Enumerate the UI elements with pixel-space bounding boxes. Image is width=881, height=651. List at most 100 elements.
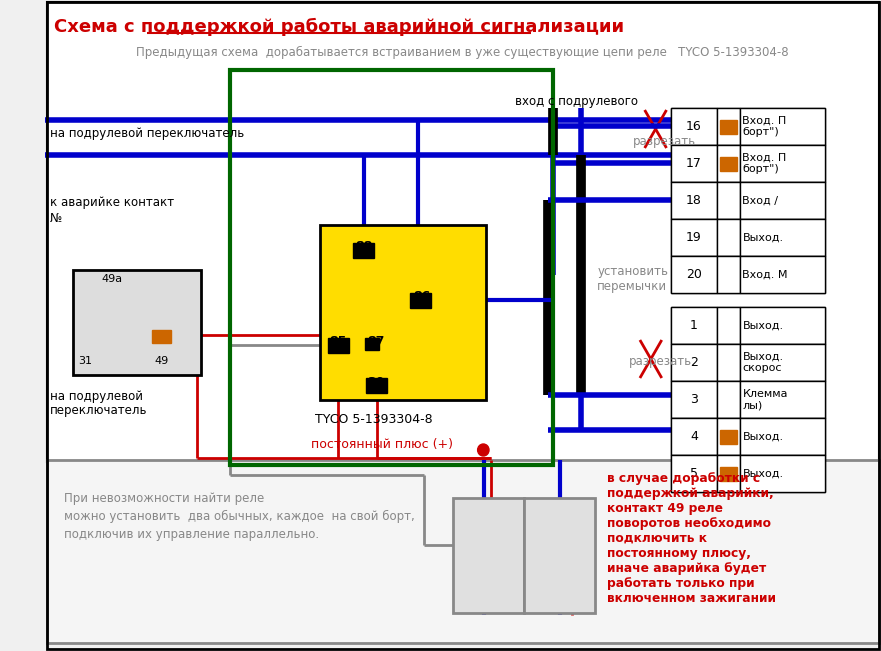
Text: 4: 4 [690, 430, 698, 443]
Text: 17: 17 [686, 157, 702, 170]
Bar [671, 219, 717, 256]
Bar [47, 2, 879, 462]
Bar [717, 307, 739, 344]
Bar [671, 381, 825, 418]
Text: постоянный плюс (+): постоянный плюс (+) [311, 438, 453, 451]
Text: можно установить  два обычных, каждое  на свой борт,: можно установить два обычных, каждое на … [63, 510, 415, 523]
Bar [671, 344, 825, 381]
Bar [320, 225, 486, 400]
Bar [366, 378, 387, 393]
Bar [671, 256, 825, 293]
Bar [671, 455, 825, 492]
Bar [717, 418, 739, 455]
Bar [720, 430, 737, 443]
Bar [717, 219, 739, 256]
Text: 49: 49 [155, 356, 169, 366]
Text: Схема с поддержкой работы аварийной сигнализации: Схема с поддержкой работы аварийной сигн… [54, 18, 624, 36]
Bar [671, 307, 825, 344]
Bar [717, 145, 739, 182]
Circle shape [478, 444, 489, 456]
Text: Вход. П
борт"): Вход. П борт") [743, 153, 787, 174]
Bar [453, 498, 524, 613]
Bar [739, 381, 825, 418]
Text: 20: 20 [686, 268, 702, 281]
Text: Клемма
лы): Клемма лы) [743, 389, 788, 410]
Bar [353, 243, 374, 258]
Text: 85: 85 [329, 335, 347, 348]
Text: 16: 16 [686, 120, 702, 133]
Bar [720, 120, 737, 133]
Bar [671, 455, 717, 492]
Text: на подрулевой переключатель: на подрулевой переключатель [49, 127, 244, 140]
Text: 31: 31 [78, 356, 92, 366]
Bar [671, 145, 825, 182]
Text: в случае доработки с
поддержкой аварийки,
контакт 49 реле
поворотов необходимо
п: в случае доработки с поддержкой аварийки… [607, 472, 775, 605]
Bar [739, 145, 825, 182]
Bar [717, 455, 739, 492]
Text: Выход.: Выход. [743, 469, 783, 478]
Bar [717, 256, 739, 293]
Bar [720, 467, 737, 480]
Bar [671, 219, 825, 256]
Text: перемычки: перемычки [597, 280, 667, 293]
Text: установить: установить [597, 265, 668, 278]
Bar [739, 344, 825, 381]
Text: Вход. П
борт"): Вход. П борт") [743, 116, 787, 137]
Text: вход с подрулевого: вход с подрулевого [515, 95, 638, 108]
Bar [717, 344, 739, 381]
Bar [47, 460, 879, 643]
Bar [73, 270, 202, 375]
Bar [230, 70, 552, 465]
Bar [328, 338, 349, 353]
Bar [717, 381, 739, 418]
Bar [739, 418, 825, 455]
Text: к аварийке контакт: к аварийке контакт [49, 196, 174, 209]
Bar [671, 344, 717, 381]
Bar [365, 338, 379, 350]
Text: Выход.: Выход. [743, 432, 783, 441]
Text: 1: 1 [690, 319, 698, 332]
Bar [671, 418, 717, 455]
Text: переключатель: переключатель [49, 404, 147, 417]
Bar [739, 256, 825, 293]
Bar [739, 307, 825, 344]
Bar [671, 256, 717, 293]
Text: разрезать: разрезать [628, 355, 692, 368]
Text: Вход. М: Вход. М [743, 270, 788, 279]
Bar [671, 307, 717, 344]
Text: 49a: 49a [102, 274, 122, 284]
Bar [739, 108, 825, 145]
Text: 5: 5 [690, 467, 698, 480]
Text: При невозможности найти реле: При невозможности найти реле [63, 492, 264, 505]
Bar [671, 108, 825, 145]
Bar [671, 182, 717, 219]
Text: TYCO 5-1393304-8: TYCO 5-1393304-8 [315, 413, 433, 426]
Bar [717, 182, 739, 219]
Bar [411, 293, 431, 308]
Bar [671, 381, 717, 418]
Bar [720, 156, 737, 171]
Text: на подрулевой: на подрулевой [49, 390, 143, 403]
Text: 86: 86 [413, 290, 430, 303]
Text: 87: 87 [367, 335, 385, 348]
Text: 2: 2 [690, 356, 698, 369]
Text: Вход /: Вход / [743, 195, 779, 206]
Bar [671, 418, 825, 455]
Bar [152, 330, 171, 343]
Text: Выход.
скорос: Выход. скорос [743, 352, 783, 373]
Text: разрезать: разрезать [633, 135, 696, 148]
Bar [671, 108, 717, 145]
Text: №: № [49, 212, 62, 225]
Bar [739, 219, 825, 256]
Text: подключив их управление параллельно.: подключив их управление параллельно. [63, 528, 319, 541]
Bar [739, 182, 825, 219]
Text: Выход.: Выход. [743, 232, 783, 243]
Text: 88: 88 [355, 240, 373, 253]
Bar [671, 182, 825, 219]
Bar [671, 145, 717, 182]
Text: Предыдущая схема  дорабатывается встраиванием в уже существующие цепи реле   TYC: Предыдущая схема дорабатывается встраива… [137, 46, 788, 59]
Bar [524, 498, 596, 613]
Text: 19: 19 [686, 231, 702, 244]
Bar [739, 455, 825, 492]
Bar [717, 108, 739, 145]
